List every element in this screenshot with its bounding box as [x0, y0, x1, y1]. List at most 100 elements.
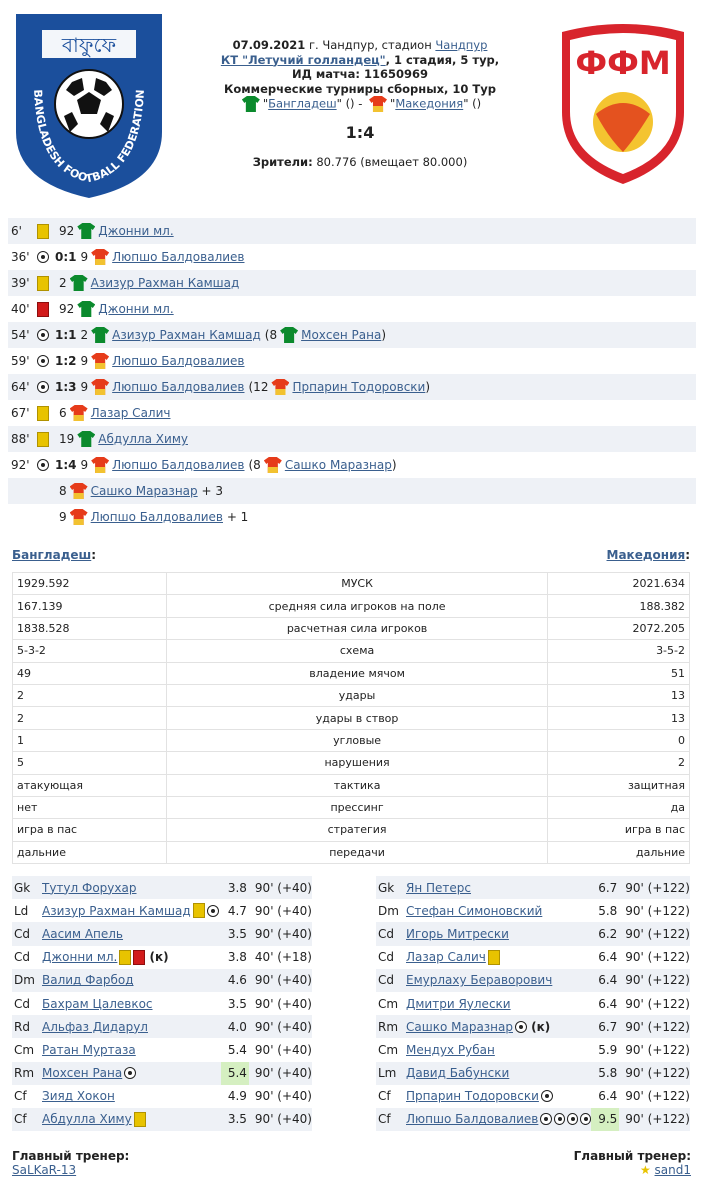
event-player-link[interactable]: Люпшо Балдовалиев — [90, 510, 223, 524]
event-icon-cell — [37, 301, 55, 317]
event-player-link[interactable]: Люпшо Балдовалиев — [112, 250, 245, 264]
player-link[interactable]: Тутул Форухар — [42, 880, 137, 895]
player-minutes: 90' (+122) — [625, 926, 690, 941]
away-shirt-icon — [69, 483, 88, 499]
event-player-link[interactable]: Люпшо Балдовалиев — [112, 458, 245, 472]
stat-home-value: игра в пас — [12, 818, 167, 842]
stat-away-value: да — [547, 795, 690, 820]
event-player-link[interactable]: Джонни мл. — [98, 302, 174, 316]
tournament-link[interactable]: КТ "Летучий голландец" — [220, 52, 386, 67]
player-link[interactable]: Игорь Митрески — [406, 926, 509, 941]
player-link[interactable]: Емурлаху Бераворович — [406, 973, 553, 988]
stat-away-value: 3-5-2 — [547, 639, 690, 663]
player-link[interactable]: Азизур Рахман Камшад — [42, 903, 191, 918]
player-link[interactable]: Альфаз Дидарул — [42, 1019, 148, 1034]
match-events-list: 6' 92 Джонни мл. 36' 0:1 9 Люпшо Балдовалиев 39… — [8, 218, 696, 530]
stadium-link[interactable]: Чандпур — [435, 38, 488, 52]
assist-number: (8 — [264, 328, 278, 342]
away-coach-link[interactable]: sand1 — [654, 1163, 691, 1177]
away-team-link[interactable]: Македония — [395, 96, 464, 111]
svg-text:ФФМ: ФФМ — [575, 44, 670, 82]
home-shirt-icon — [241, 96, 260, 112]
lineup-row: Gk Тутул Форухар 3.8 90' (+40) — [12, 876, 312, 900]
event-player-link[interactable]: Азизур Рахман Камшад — [112, 328, 261, 342]
player-link[interactable]: Джонни мл. — [42, 950, 118, 965]
event-icon-cell — [37, 431, 55, 447]
player-number: 9 — [80, 380, 89, 394]
player-link[interactable]: Прпарин Тодоровски — [406, 1089, 539, 1104]
player-link[interactable]: Абдулла Химу — [42, 1112, 132, 1127]
match-header: বাফুফে BANGLADESH FOOTBALL FEDERATION 07… — [0, 0, 703, 210]
player-position: Rm — [14, 1066, 35, 1081]
assist-player-link[interactable]: Мохсен Рана — [301, 328, 382, 342]
player-link[interactable]: Аасим Апель — [42, 926, 124, 941]
player-link[interactable]: Дмитри Яулески — [406, 996, 511, 1011]
player-minutes: 90' (+122) — [625, 996, 690, 1011]
event-minute: 36' — [11, 250, 30, 264]
home-coach-link[interactable]: SaLKaR-13 — [12, 1163, 77, 1177]
stat-label: МУСК — [165, 571, 549, 596]
stat-label: тактика — [165, 773, 549, 797]
player-number: 9 — [80, 354, 89, 368]
player-link[interactable]: Мохсен Рана — [42, 1066, 123, 1081]
player-rating: 6.4 — [598, 950, 618, 965]
lineup-row: Gk Ян Петерс 6.7 90' (+122) — [376, 876, 690, 900]
stat-label: удары — [165, 683, 549, 708]
event-player-link[interactable]: Абдулла Химу — [98, 432, 188, 446]
assist-close: ) — [425, 380, 431, 394]
lineup-row: Cf Люпшо Балдовалиев 9.5 90' (+122) — [376, 1107, 690, 1132]
assist-close: ) — [381, 328, 387, 342]
player-link[interactable]: Давид Бабунски — [406, 1066, 510, 1081]
away-colon: : — [685, 548, 690, 562]
goal-ball-icon — [37, 251, 49, 263]
teams-line: "Бангладеш" () - "Македония" () — [180, 96, 540, 112]
stat-home-value: атакующая — [12, 773, 167, 797]
player-position: Gk — [14, 880, 31, 895]
event-player-link[interactable]: Люпшо Балдовалиев — [112, 380, 245, 394]
stats-row: 49 владение мячом 51 — [12, 661, 690, 685]
goal-ball-icon — [540, 1090, 553, 1103]
player-minutes: 40' (+18) — [254, 950, 312, 965]
player-rating: 6.7 — [598, 880, 618, 895]
player-rating: 4.0 — [227, 1019, 247, 1034]
player-link[interactable]: Валид Фарбод — [42, 973, 134, 988]
player-link[interactable]: Сашко Маразнар — [406, 1019, 513, 1034]
stats-home-team-link[interactable]: Бангладеш — [12, 548, 92, 562]
event-player-link[interactable]: Сашко Маразнар — [90, 484, 198, 498]
bangladesh-federation-logo[interactable]: বাফুফে BANGLADESH FOOTBALL FEDERATION — [12, 12, 166, 200]
event-extra: + 1 — [223, 510, 249, 524]
lineup-row: Rm Мохсен Рана 5.4 90' (+40) — [12, 1061, 312, 1085]
event-player-link[interactable]: Азизур Рахман Камшад — [90, 276, 240, 290]
player-link[interactable]: Ян Петерс — [406, 880, 471, 895]
captain-mark: (к) — [145, 950, 169, 965]
player-link[interactable]: Зияд Хокон — [42, 1089, 115, 1104]
player-link[interactable]: Мендух Рубан — [406, 1042, 495, 1057]
player-link[interactable]: Стефан Симоновский — [406, 903, 543, 918]
spectators-label: Зрители: — [252, 154, 313, 169]
player-link[interactable]: Бахрам Цалевкос — [42, 996, 153, 1011]
event-player-link[interactable]: Люпшо Балдовалиев — [112, 354, 245, 368]
player-link[interactable]: Люпшо Балдовалиев — [406, 1112, 539, 1127]
player-position: Cf — [378, 1112, 391, 1127]
home-coach-label: Главный тренер: — [12, 1149, 130, 1163]
player-rating: 5.9 — [598, 1042, 618, 1057]
stat-home-value: 1838.528 — [12, 616, 167, 641]
assist-player-link[interactable]: Сашко Маразнар — [284, 458, 392, 472]
player-position: Cf — [14, 1089, 27, 1104]
stat-away-value: 51 — [547, 661, 690, 685]
stat-label: нарушения — [165, 751, 549, 775]
event-player-link[interactable]: Лазар Салич — [90, 406, 171, 420]
player-link[interactable]: Лазар Салич — [406, 950, 486, 965]
stats-away-team-link[interactable]: Македония — [606, 548, 686, 562]
home-team-link[interactable]: Бангладеш — [268, 96, 337, 111]
player-rating: 6.4 — [598, 1089, 618, 1104]
player-name-cell: Абдулла Химу — [42, 1111, 221, 1127]
svg-text:বাফুফে: বাফুফে — [61, 33, 117, 57]
stats-row: 1838.528 расчетная сила игроков 2072.205 — [12, 616, 690, 641]
event-icon-cell — [37, 459, 55, 471]
macedonia-federation-logo[interactable]: ФФМ — [556, 22, 690, 188]
player-rating: 4.9 — [227, 1089, 247, 1104]
player-link[interactable]: Ратан Муртаза — [42, 1042, 136, 1057]
event-player-link[interactable]: Джонни мл. — [98, 224, 174, 238]
assist-player-link[interactable]: Прпарин Тодоровски — [292, 380, 426, 394]
